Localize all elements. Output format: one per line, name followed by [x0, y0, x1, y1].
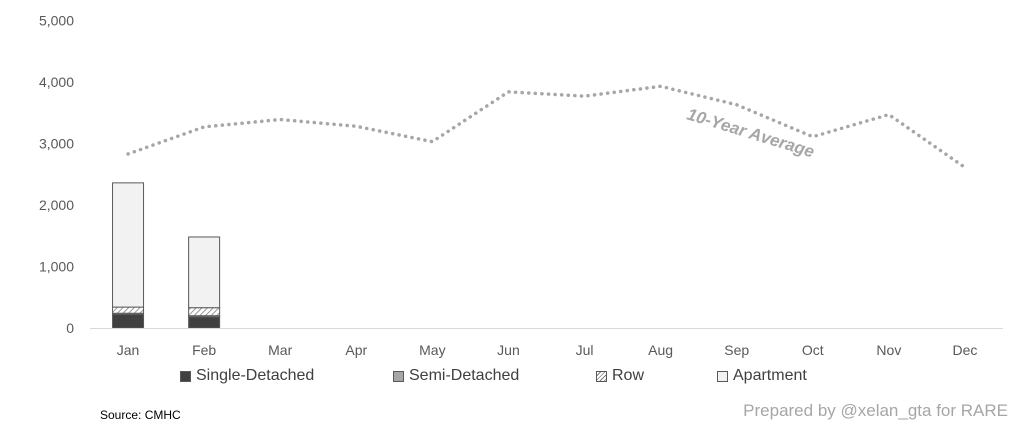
bars: [112, 182, 221, 329]
legend-label-apartment: Apartment: [733, 367, 807, 384]
x-tick-label: Mar: [268, 342, 292, 358]
chart: 0 1,000 2,000 3,000 4,000 5,000 Jan Feb Mar Apr M…: [39, 13, 1003, 358]
x-axis: Jan Feb Mar Apr May Jun Jul Aug Sep Oct Nov Dec: [117, 342, 978, 358]
y-axis: 0 1,000 2,000 3,000 4,000 5,000: [39, 13, 74, 337]
y-tick-label: 0: [66, 320, 74, 336]
x-tick-label: Aug: [648, 342, 673, 358]
bar-segment-single-detached: [188, 316, 221, 329]
average-line-label: 10-Year Average: [685, 105, 817, 162]
x-tick-label: May: [419, 342, 445, 358]
x-tick-label: Apr: [345, 342, 367, 358]
legend-swatch-single-detached: [180, 370, 191, 382]
legend-item-semi-detached: Semi-Detached: [393, 367, 519, 385]
bar-segment-apartment: [188, 236, 221, 309]
y-tick-label: 4,000: [39, 74, 74, 90]
x-tick-label: Jul: [576, 342, 594, 358]
bar-segment-apartment: [112, 182, 145, 308]
x-tick-label: Oct: [802, 342, 824, 358]
y-tick-label: 1,000: [39, 259, 74, 275]
legend-swatch-row: [596, 370, 607, 382]
y-tick-label: 2,000: [39, 197, 74, 213]
y-tick-label: 5,000: [39, 13, 74, 29]
legend-label-semi-detached: Semi-Detached: [409, 367, 520, 384]
legend-item-single-detached: Single-Detached: [180, 367, 314, 385]
legend: Single-Detached Semi-Detached Row Apartm…: [0, 367, 1024, 389]
x-tick-label: Dec: [953, 342, 978, 358]
x-tick-label: Feb: [192, 342, 216, 358]
average-line: [126, 84, 967, 170]
legend-item-row: Row: [596, 367, 644, 385]
legend-item-apartment: Apartment: [717, 367, 807, 385]
legend-label-single-detached: Single-Detached: [196, 367, 315, 384]
bar-segment-single-detached: [112, 313, 145, 329]
bar-segment-row: [188, 307, 221, 317]
x-tick-label: Nov: [876, 342, 901, 358]
bar-segment-row: [112, 306, 145, 314]
x-tick-label: Sep: [724, 342, 749, 358]
average-line-group: [126, 84, 967, 170]
x-tick-label: Jun: [497, 342, 520, 358]
x-tick-label: Jan: [117, 342, 140, 358]
credit-text: Prepared by @xelan_gta for RARE: [743, 401, 1008, 420]
legend-label-row: Row: [612, 367, 645, 384]
legend-swatch-semi-detached: [393, 370, 404, 382]
y-tick-label: 3,000: [39, 136, 74, 152]
legend-swatch-apartment: [717, 370, 728, 382]
source-note: Source: CMHC: [100, 408, 181, 422]
